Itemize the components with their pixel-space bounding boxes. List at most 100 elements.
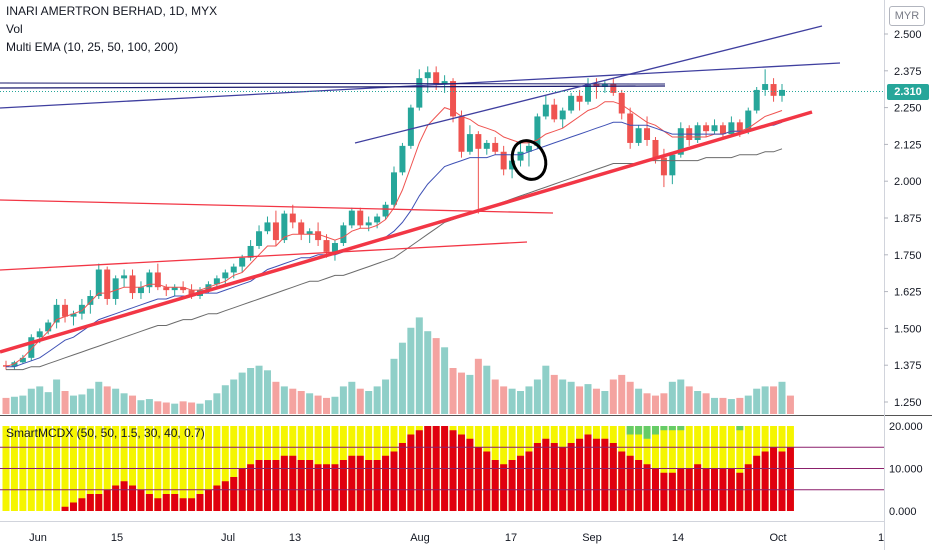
candle-body [762, 84, 769, 90]
candle-body [272, 222, 279, 241]
mcdx-bar-red [69, 502, 77, 511]
volume-bar [466, 374, 474, 414]
volume-bar [677, 379, 685, 414]
candle-body [112, 278, 119, 299]
volume-bar [36, 386, 44, 414]
candle-body [78, 304, 85, 314]
candle-body [315, 231, 322, 241]
volume-bar [390, 358, 398, 414]
time-tick-label: Jul [221, 532, 235, 544]
candle-body [424, 72, 431, 79]
candle-body [137, 287, 144, 294]
volume-bar [660, 393, 668, 414]
candle-body [568, 95, 575, 111]
volume-bar [424, 331, 432, 414]
mcdx-bar-red [145, 494, 153, 511]
volume-bar [129, 395, 137, 414]
volume-bar [204, 400, 212, 414]
candle-body [298, 222, 305, 235]
volume-bar [736, 397, 744, 414]
volume-bar [770, 386, 778, 414]
mcdx-bar-red [576, 438, 584, 511]
volume-bar [120, 393, 128, 414]
mcdx-bar-red [120, 481, 128, 511]
mcdx-bar-red [289, 455, 297, 511]
time-tick-label: 17 [505, 532, 517, 544]
mcdx-bar-red [643, 464, 651, 511]
volume-bar [744, 395, 752, 414]
volume-bar [53, 379, 61, 414]
mcdx-bar-red [601, 438, 609, 511]
volume-bar [238, 372, 246, 414]
candle-body [559, 110, 566, 120]
ema-line-25 [6, 121, 783, 368]
mcdx-bar-red [736, 472, 744, 511]
volume-bar [162, 402, 170, 414]
volume-bar [10, 396, 18, 414]
red-line-lower [0, 241, 528, 271]
price-tick-label: 2.500 [894, 29, 922, 41]
red-line-upper [0, 199, 554, 214]
mcdx-bar-red [474, 447, 482, 511]
currency-label[interactable]: MYR [889, 6, 925, 26]
time-tick-label: Jun [29, 532, 47, 544]
volume-bar [137, 400, 145, 414]
candle-body [703, 125, 710, 132]
candle-body [719, 125, 726, 135]
candle-body [601, 84, 608, 87]
mcdx-bar-red [331, 464, 339, 511]
volume-bar [145, 399, 153, 414]
volume-bar [398, 342, 406, 414]
volume-bar [407, 327, 415, 414]
candle-body [239, 257, 246, 267]
mcdx-bar-red [483, 451, 491, 511]
candle-body [121, 275, 128, 279]
last-price-tag: 2.310 [887, 84, 929, 100]
mcdx-bar-red [78, 498, 86, 511]
volume-bar [592, 388, 600, 414]
mcdx-bar-red [559, 447, 567, 511]
candle-body [36, 331, 43, 338]
price-tick-label: 1.500 [894, 323, 922, 335]
mcdx-bar-red [255, 460, 263, 511]
volume-bar [432, 338, 440, 414]
volume-bar [786, 395, 794, 414]
price-tick-label: 2.375 [894, 66, 922, 78]
candle-body [230, 266, 237, 273]
candle-body [483, 142, 490, 149]
volume-bar [609, 379, 617, 414]
time-axis-labels: Jun 15 Jul 13 Aug 17 Sep 14 Oct 1 [29, 532, 884, 544]
candle-body [11, 362, 18, 367]
volume-bar [255, 365, 263, 414]
candle-body [618, 92, 625, 114]
volume-bar [69, 395, 77, 414]
volume-bar [154, 401, 162, 414]
resistance-line-2 [0, 82, 666, 85]
mcdx-bar-red [272, 460, 280, 511]
candle-body [188, 290, 195, 297]
volume-bar [415, 317, 423, 414]
channel-upper-line [0, 62, 841, 109]
mcdx-bar-red [365, 460, 373, 511]
mcdx-bar-red [247, 464, 255, 511]
candle-body [779, 89, 785, 96]
volume-bars [2, 317, 794, 414]
volume-bar [171, 403, 179, 414]
mcdx-bar-red [398, 443, 406, 511]
candle-body [281, 213, 288, 241]
mcdx-bar-red [609, 443, 617, 511]
volume-bar [27, 388, 35, 414]
volume-bar [314, 395, 322, 414]
volume-bar [694, 391, 702, 414]
volume-bar [339, 386, 347, 414]
volume-bar [533, 379, 541, 414]
mcdx-bar-red [179, 498, 187, 511]
volume-bar [761, 386, 769, 414]
candle-body [466, 134, 473, 152]
candle-body [525, 145, 532, 152]
ema-line-10 [5, 101, 783, 368]
volume-bar [112, 388, 120, 414]
candle-body [19, 357, 26, 363]
